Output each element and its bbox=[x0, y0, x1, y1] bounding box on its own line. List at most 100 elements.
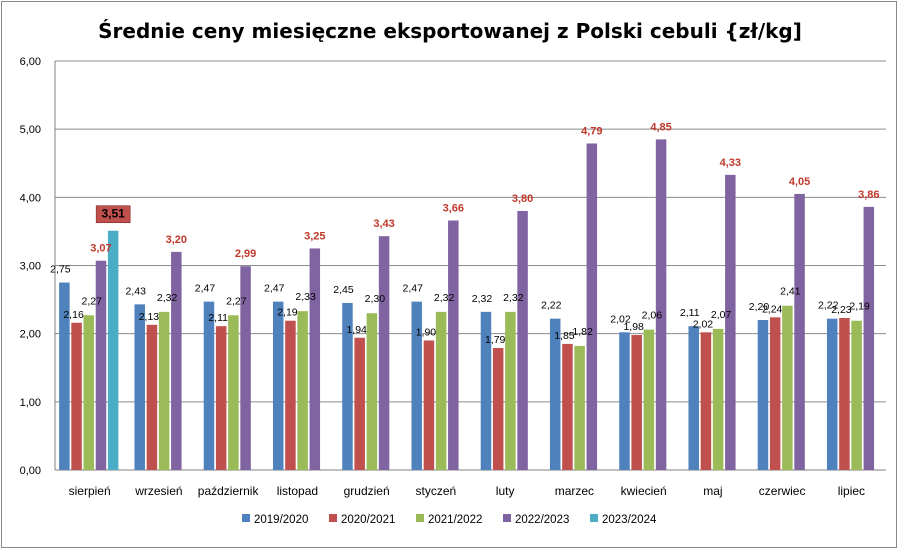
bar bbox=[107, 230, 119, 470]
bar bbox=[769, 317, 781, 470]
bar bbox=[574, 345, 585, 470]
legend-swatch bbox=[242, 514, 250, 522]
x-tick-label: wrzesień bbox=[134, 484, 182, 498]
data-label: 2,24 bbox=[762, 303, 783, 315]
x-tick-label: marzec bbox=[555, 484, 594, 498]
data-label: 2,41 bbox=[780, 286, 801, 298]
data-label: 2,06 bbox=[642, 310, 663, 322]
bar bbox=[492, 347, 504, 470]
legend-label: 2023/2024 bbox=[602, 514, 657, 526]
data-label: 2,23 bbox=[831, 304, 852, 316]
data-label: 1,98 bbox=[623, 321, 644, 333]
bar bbox=[700, 332, 712, 470]
data-label: 3,80 bbox=[512, 193, 533, 205]
legend-label: 2021/2022 bbox=[428, 514, 482, 526]
data-label: 3,86 bbox=[858, 189, 879, 201]
bar bbox=[71, 322, 82, 470]
x-tick-label: czerwiec bbox=[759, 484, 806, 498]
data-label: 1,85 bbox=[554, 330, 575, 342]
data-label: 2,19 bbox=[849, 301, 870, 313]
bar bbox=[631, 335, 642, 470]
data-label: 4,85 bbox=[650, 121, 671, 133]
bar bbox=[378, 236, 390, 470]
bar bbox=[480, 311, 492, 470]
bar bbox=[272, 301, 284, 470]
bar bbox=[517, 210, 528, 470]
bar bbox=[95, 260, 107, 470]
data-label: 4,05 bbox=[789, 176, 810, 188]
bar bbox=[643, 329, 655, 470]
data-label: 2,07 bbox=[711, 309, 732, 321]
bar bbox=[297, 311, 308, 470]
chart-title: Średnie ceny miesięczne eksportowanej z … bbox=[98, 19, 802, 43]
data-label: 3,66 bbox=[443, 203, 464, 215]
bar bbox=[688, 326, 699, 470]
data-label: 3,25 bbox=[304, 230, 325, 242]
legend-swatch bbox=[503, 514, 511, 522]
data-label: 2,32 bbox=[503, 292, 524, 304]
data-label: 2,02 bbox=[610, 313, 631, 325]
bar bbox=[59, 282, 70, 470]
bar bbox=[851, 320, 862, 470]
data-label: 1,79 bbox=[485, 334, 506, 346]
bar bbox=[309, 248, 321, 470]
bar bbox=[203, 301, 215, 470]
data-label: 2,16 bbox=[63, 309, 84, 321]
y-tick-label: 2,00 bbox=[20, 329, 41, 341]
data-label: 3,20 bbox=[166, 234, 187, 246]
legend-label: 2019/2020 bbox=[254, 514, 308, 526]
legend-label: 2022/2023 bbox=[515, 514, 569, 526]
y-tick-label: 3,00 bbox=[20, 261, 41, 273]
x-tick-label: lipiec bbox=[838, 484, 865, 498]
y-tick-label: 1,00 bbox=[20, 397, 41, 409]
bar bbox=[435, 311, 447, 470]
legend-label: 2020/2021 bbox=[341, 514, 395, 526]
x-tick-label: październik bbox=[198, 484, 260, 498]
bar bbox=[562, 343, 573, 470]
data-label: 2,47 bbox=[195, 283, 216, 295]
data-label: 2,11 bbox=[680, 307, 700, 319]
x-tick-label: listopad bbox=[277, 484, 318, 498]
x-tick-label: kwiecień bbox=[621, 484, 667, 498]
data-label: 3,43 bbox=[373, 218, 394, 230]
x-tick-label: maj bbox=[703, 484, 722, 498]
bar bbox=[423, 340, 435, 470]
data-label: 4,33 bbox=[720, 157, 741, 169]
data-label: 2,27 bbox=[226, 295, 247, 307]
bar bbox=[725, 174, 736, 471]
bar bbox=[712, 328, 724, 470]
x-axis: sierpień wrzesień październik listopad grudz… bbox=[69, 484, 865, 498]
data-label: 2,45 bbox=[333, 284, 354, 296]
data-label: 2,32 bbox=[157, 292, 178, 304]
data-label: 3,51 bbox=[101, 207, 125, 221]
bar bbox=[411, 301, 422, 470]
y-axis: 0,00 1,00 2,00 3,00 4,00 5,00 6,00 bbox=[20, 56, 56, 477]
bar bbox=[794, 193, 805, 471]
data-label: 2,43 bbox=[126, 285, 147, 297]
data-label: 1,82 bbox=[572, 326, 593, 338]
data-label: 2,20 bbox=[749, 301, 770, 313]
bar bbox=[782, 305, 793, 470]
data-label: 2,32 bbox=[434, 292, 455, 304]
data-label: 2,02 bbox=[693, 318, 714, 330]
bar bbox=[505, 311, 516, 470]
bar bbox=[619, 332, 630, 470]
bar bbox=[285, 320, 296, 470]
data-label: 1,90 bbox=[416, 326, 437, 338]
bar bbox=[215, 326, 227, 470]
bars bbox=[59, 139, 875, 471]
data-label: 2,22 bbox=[541, 300, 562, 312]
x-tick-label: sierpień bbox=[69, 484, 111, 498]
legend-swatch bbox=[416, 514, 424, 522]
data-labels: 2,75 2,16 2,27 3,07 3,51 2,43 2,13 2,32 3,20 2,47… bbox=[50, 121, 879, 346]
bar bbox=[83, 315, 95, 470]
data-label: 2,99 bbox=[235, 248, 256, 260]
data-label: 2,47 bbox=[403, 283, 424, 295]
data-label: 2,27 bbox=[82, 295, 103, 307]
bar bbox=[354, 337, 365, 470]
bar bbox=[839, 317, 850, 470]
y-tick-label: 6,00 bbox=[20, 56, 41, 68]
bar bbox=[366, 313, 378, 470]
x-tick-label: grudzień bbox=[344, 484, 390, 498]
